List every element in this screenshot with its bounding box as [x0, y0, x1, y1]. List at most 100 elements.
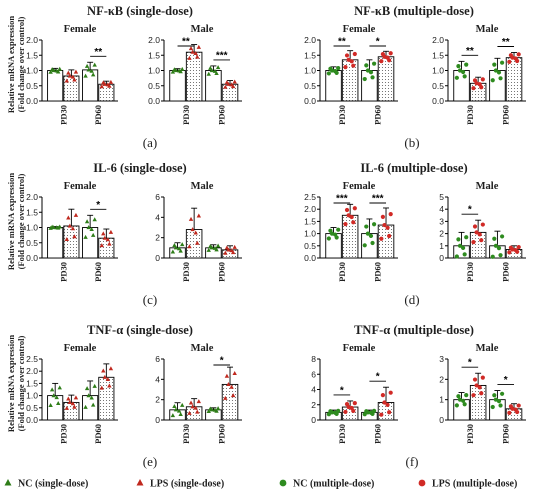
data-point — [454, 403, 459, 408]
data-point — [346, 57, 351, 62]
subplot-title: Male — [476, 343, 499, 354]
y-tick-label: 0 — [155, 415, 160, 425]
x-tick-label: PD30 — [337, 424, 347, 444]
data-point — [498, 76, 503, 81]
data-point — [180, 402, 185, 407]
x-tick-label: PD60 — [93, 262, 103, 282]
y-tick-label: 0.0 — [304, 253, 316, 263]
data-point — [362, 243, 367, 248]
subplot-title: Female — [343, 24, 376, 35]
significance-label: * — [468, 205, 472, 216]
x-tick-label: PD60 — [93, 105, 103, 125]
y-tick-label: 0 — [155, 253, 160, 263]
y-tick-label: 1.0 — [304, 66, 316, 76]
panel-e: TNF-α (single-dose) Female 0.0 0.5 1.0 1.5 2.0… — [6, 323, 242, 469]
y-tick-label: 2 — [155, 233, 160, 243]
data-point — [107, 241, 112, 246]
data-point — [48, 402, 53, 407]
x-tick-label: PD30 — [58, 105, 68, 125]
data-point — [370, 240, 375, 246]
data-point — [173, 407, 179, 412]
panel-title: IL-6 (single-dose) — [93, 161, 186, 175]
data-point — [66, 215, 71, 220]
legend-lps-single-label: LPS (single-dose) — [150, 479, 224, 490]
data-point — [86, 393, 91, 398]
bar-nc-pd30 — [453, 399, 470, 421]
data-point — [230, 84, 236, 89]
subplot-title: Female — [64, 24, 97, 35]
data-point — [364, 224, 369, 229]
significance-label: ** — [338, 37, 346, 48]
data-point — [232, 244, 237, 249]
data-point — [380, 214, 385, 219]
data-point — [343, 65, 348, 70]
data-point — [492, 393, 497, 398]
y-axis-label: (Fold change over control) — [16, 16, 26, 112]
data-point — [388, 212, 393, 217]
data-point — [368, 233, 374, 239]
significance-label: * — [468, 358, 472, 369]
data-point — [472, 377, 478, 382]
bar-nc-pd30 — [453, 70, 470, 102]
data-point — [329, 231, 335, 236]
data-point — [72, 404, 77, 409]
data-point — [209, 68, 215, 73]
data-point — [457, 68, 463, 73]
data-point — [365, 231, 370, 236]
data-point — [172, 404, 177, 409]
data-point — [209, 407, 215, 412]
data-point — [83, 404, 88, 409]
data-point — [490, 78, 495, 83]
data-point — [492, 62, 497, 67]
y-tick-label: 2.0 — [26, 366, 38, 376]
data-point — [351, 220, 356, 225]
data-point — [105, 237, 111, 242]
panel-b: NF-κB (multiple-dose) Female 0.0 0.5 1.0 1.5 2… — [304, 4, 526, 150]
data-point — [73, 212, 79, 217]
data-point — [180, 242, 185, 247]
bar-lps-pd60 — [505, 57, 523, 102]
data-point — [190, 227, 195, 232]
y-tick-label: 0.0 — [148, 96, 160, 106]
data-point — [172, 242, 177, 247]
data-point — [180, 66, 185, 71]
data-point — [387, 58, 392, 63]
data-point — [72, 234, 77, 239]
data-point — [365, 410, 370, 415]
data-point — [515, 249, 520, 254]
data-point — [196, 213, 202, 218]
data-point — [382, 222, 387, 228]
y-tick-label: 4 — [439, 204, 444, 214]
data-point — [457, 397, 463, 402]
data-point — [99, 84, 104, 89]
data-point — [209, 245, 215, 250]
data-point — [343, 409, 348, 415]
data-point — [479, 391, 484, 396]
y-tick-label: 0 — [311, 415, 316, 425]
data-point — [214, 71, 219, 76]
subplot-male: Male 0 1 2 3 PD30 PD60 * * — [439, 343, 526, 444]
data-point — [214, 408, 219, 413]
data-point — [515, 58, 520, 64]
data-point — [223, 250, 228, 255]
x-tick-label: PD30 — [337, 262, 347, 282]
bar-lps-pd60 — [377, 56, 395, 102]
data-point — [178, 411, 183, 416]
y-tick-label: 0 — [439, 253, 444, 263]
x-tick-label: PD30 — [465, 262, 475, 282]
subplot-title: Male — [191, 343, 214, 354]
legend-lps-multi-marker — [418, 479, 426, 487]
data-point — [496, 246, 502, 251]
y-axis-label: Relative mRNA expression — [6, 173, 16, 270]
data-point — [51, 393, 56, 398]
data-point — [510, 406, 515, 411]
data-point — [190, 404, 195, 409]
data-point — [64, 405, 70, 410]
data-point — [474, 230, 479, 235]
data-point — [102, 235, 108, 240]
data-point — [480, 222, 485, 227]
data-point — [388, 390, 393, 395]
legend-nc-multi-label: NC (multiple-dose) — [293, 479, 374, 490]
panel-label: (e) — [143, 454, 157, 469]
data-point — [507, 410, 512, 415]
